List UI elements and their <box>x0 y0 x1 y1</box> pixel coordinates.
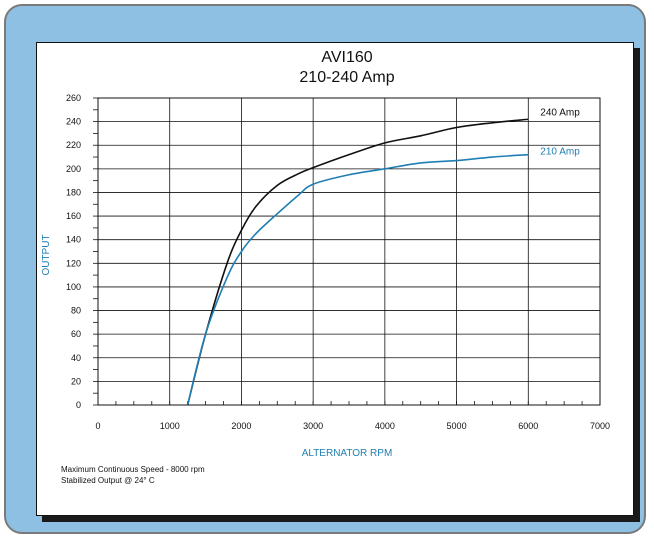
y-tick-label: 40 <box>71 353 81 363</box>
y-tick-label: 20 <box>71 376 81 386</box>
x-tick-label: 3000 <box>303 421 323 431</box>
y-tick-label: 180 <box>66 187 81 197</box>
y-tick-label: 240 <box>66 117 81 127</box>
series-line-240-amp <box>186 118 529 406</box>
y-tick-label: 80 <box>71 306 81 316</box>
x-tick-label: 0 <box>95 421 100 431</box>
chart-card: AVI160 210-240 Amp 0 1000 2000 3000 4000 5000… <box>36 42 634 516</box>
x-tick-label: 5000 <box>447 421 467 431</box>
x-tick-label: 7000 <box>590 421 610 431</box>
plot-border <box>97 97 601 406</box>
y-tick-label: 140 <box>66 235 81 245</box>
chart-subtitle: 210-240 Amp <box>299 69 394 86</box>
tick-layer: 0 1000 2000 3000 4000 5000 6000 7000 0 20 40 60 80 10… <box>66 93 610 431</box>
series-layer <box>186 118 529 406</box>
grid-layer <box>97 97 601 406</box>
y-tick-label: 60 <box>71 329 81 339</box>
y-tick-label: 120 <box>66 258 81 268</box>
y-axis-title: OUTPUT <box>41 234 52 275</box>
x-tick-label: 2000 <box>231 421 251 431</box>
series-label: 210 Amp <box>540 147 580 158</box>
note-max-speed: Maximum Continuous Speed - 8000 rpm <box>61 465 205 474</box>
y-tick-label: 200 <box>66 164 81 174</box>
y-tick-label: 260 <box>66 93 81 103</box>
x-tick-label: 6000 <box>518 421 538 431</box>
x-tick-label: 1000 <box>160 421 180 431</box>
y-tick-label: 220 <box>66 140 81 150</box>
y-tick-label: 0 <box>76 400 81 410</box>
series-line-210-amp <box>186 153 529 406</box>
chart-svg: AVI160 210-240 Amp 0 1000 2000 3000 4000 5000… <box>41 49 610 485</box>
x-axis-title: ALTERNATOR RPM <box>302 448 393 459</box>
chart-title: AVI160 <box>321 49 372 66</box>
label-layer: 240 Amp 210 Amp <box>540 107 580 157</box>
note-stabilized-output: Stabilized Output @ 24° C <box>61 476 155 485</box>
x-tick-label: 4000 <box>375 421 395 431</box>
y-tick-label: 160 <box>66 211 81 221</box>
series-label: 240 Amp <box>540 107 580 118</box>
y-tick-label: 100 <box>66 282 81 292</box>
